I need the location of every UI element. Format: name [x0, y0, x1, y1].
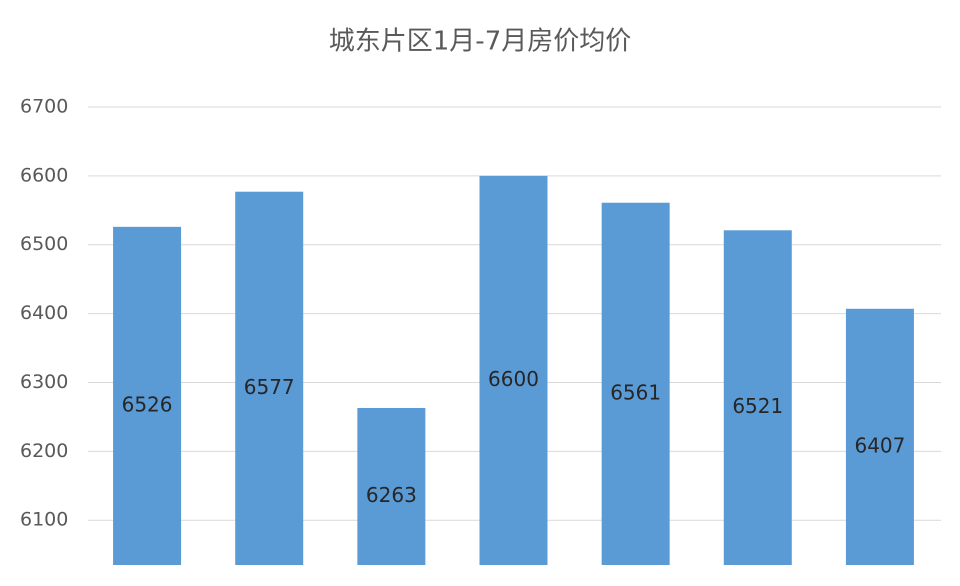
bar	[357, 407, 426, 565]
bar	[235, 191, 304, 566]
data-label: 6407	[854, 433, 905, 457]
bar	[723, 230, 792, 566]
y-tick-label: 6600	[20, 164, 68, 186]
bar	[479, 175, 548, 565]
data-label: 6600	[488, 367, 539, 391]
data-label: 6561	[610, 380, 661, 404]
bar	[601, 202, 670, 565]
bar	[113, 226, 182, 566]
y-tick-label: 6200	[20, 440, 68, 462]
data-label: 6521	[732, 394, 783, 418]
bar	[845, 308, 914, 565]
y-tick-label: 6700	[20, 96, 68, 118]
data-label: 6577	[244, 375, 295, 399]
y-tick-label: 6400	[20, 302, 68, 324]
y-tick-label: 6300	[20, 371, 68, 393]
y-tick-label: 6100	[20, 509, 68, 531]
chart-title: 城东片区1月-7月房价均价	[329, 27, 631, 57]
data-label: 6526	[122, 392, 173, 416]
y-tick-label: 6500	[20, 233, 68, 255]
data-label: 6263	[366, 483, 417, 507]
